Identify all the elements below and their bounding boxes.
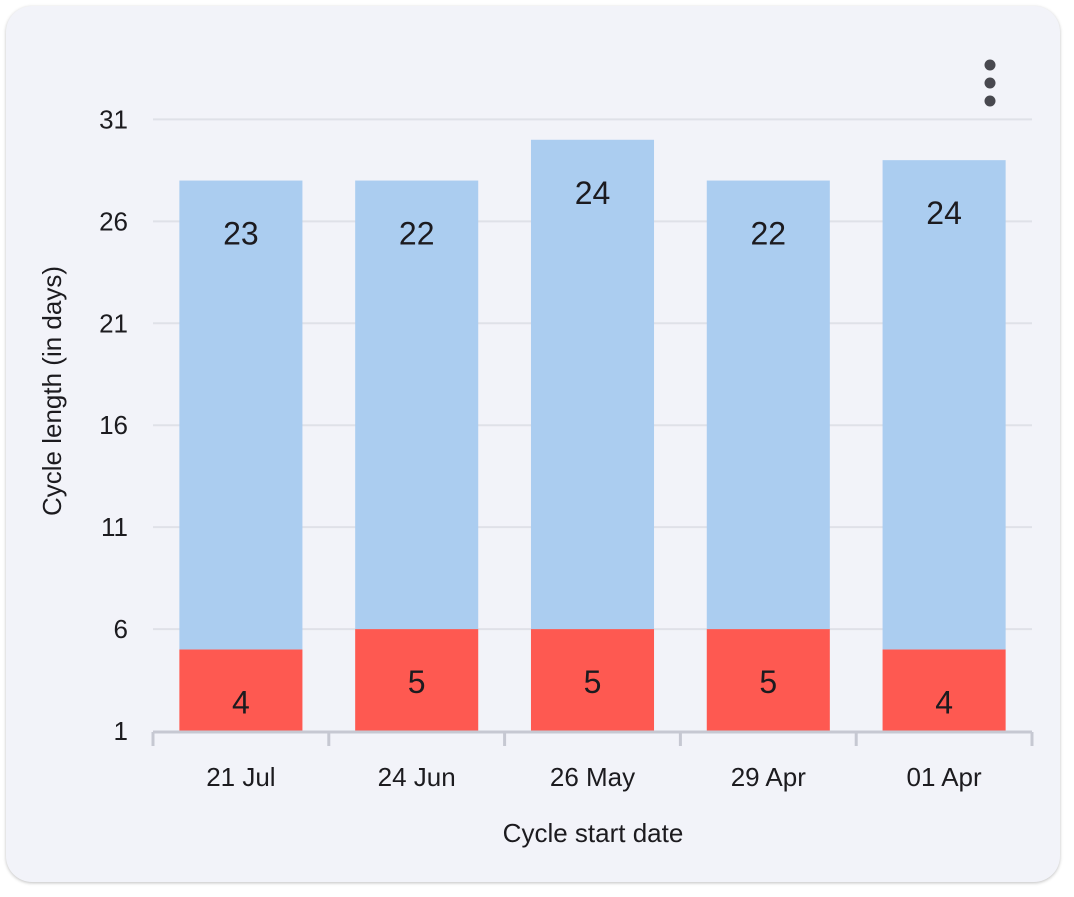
data-label-cycle: 23	[223, 216, 259, 252]
data-label-period: 5	[584, 664, 602, 700]
more-vert-icon	[984, 59, 996, 107]
y-tick-label: 31	[99, 104, 128, 134]
y-tick-label: 6	[114, 614, 128, 644]
x-axis-title: Cycle start date	[503, 818, 684, 848]
chart-card: 1 6 11 16 21 26 31 21 Jul 24 Jun 26 May 29 Apr 01 …	[6, 6, 1060, 882]
x-tick-label: 21 Jul	[206, 762, 275, 792]
bar-cycle-segment	[706, 180, 830, 630]
data-label-cycle: 24	[926, 195, 962, 231]
data-label-period: 4	[232, 684, 250, 720]
bar-period-segment	[530, 629, 655, 731]
bar-period-segment	[179, 649, 303, 731]
data-label-period: 5	[408, 664, 426, 700]
bar-cycle-segment	[179, 180, 303, 650]
data-label-period: 4	[935, 684, 953, 720]
bar-cycle-segment	[530, 139, 655, 630]
x-tick-label: 29 Apr	[731, 762, 807, 792]
data-label-cycle: 24	[575, 175, 611, 211]
bars	[179, 139, 1006, 731]
y-tick-label: 1	[114, 716, 128, 746]
data-labels: 23 4 22 5 24 5 22 5 24 4	[223, 175, 962, 721]
x-tick-label: 26 May	[550, 762, 635, 792]
bar-cycle-segment	[355, 180, 479, 630]
y-tick-label: 21	[99, 308, 128, 338]
data-label-period: 5	[759, 664, 777, 700]
x-axis	[151, 730, 1034, 746]
y-axis-title: Cycle length (in days)	[37, 266, 67, 516]
x-tick-label: 24 Jun	[378, 762, 456, 792]
data-label-cycle: 22	[399, 216, 435, 252]
bar-period-segment	[706, 629, 830, 731]
bar-period-segment	[355, 629, 479, 731]
bar-period-segment	[882, 649, 1006, 731]
bar-cycle-segment	[882, 160, 1006, 650]
x-tick-label: 01 Apr	[907, 762, 983, 792]
y-tick-label: 26	[99, 206, 128, 236]
y-tick-label: 16	[99, 410, 128, 440]
data-label-cycle: 22	[751, 216, 787, 252]
x-tick-labels: 21 Jul 24 Jun 26 May 29 Apr 01 Apr	[206, 762, 982, 792]
y-tick-label: 11	[101, 512, 128, 542]
more-options-button[interactable]	[976, 56, 1016, 110]
